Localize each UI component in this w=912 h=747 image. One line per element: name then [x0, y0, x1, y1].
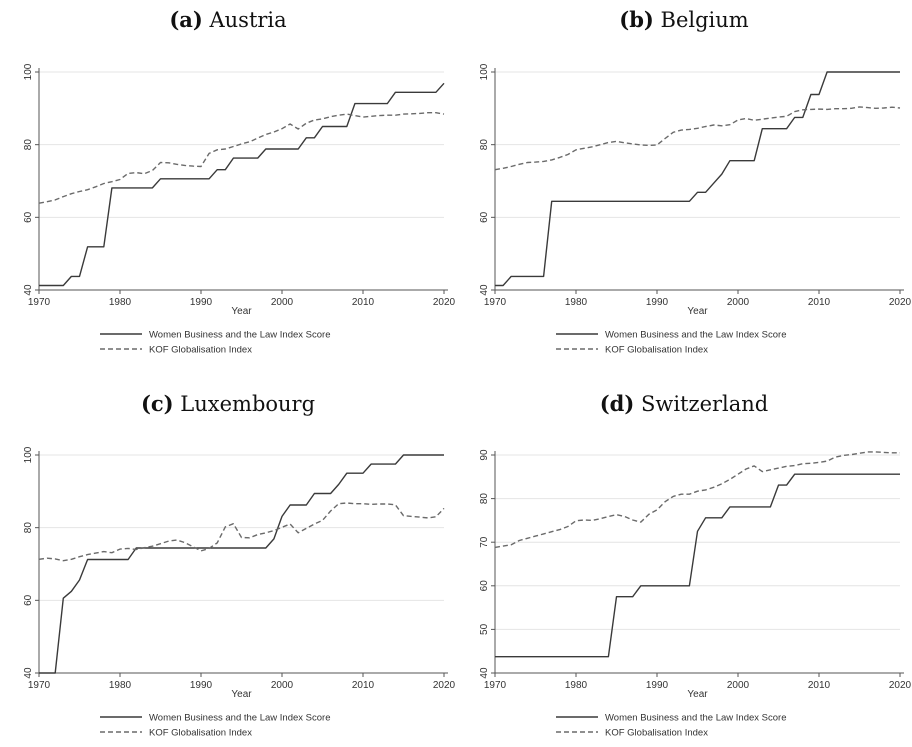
legend-label-1: Women Business and the Law Index Score — [605, 713, 786, 724]
panel-title: (c) Luxembourg — [0, 391, 456, 416]
x-tick-label: 1980 — [565, 680, 588, 691]
x-axis-label: Year — [231, 306, 252, 317]
panel-country: Luxembourg — [180, 392, 316, 416]
panel-country: Austria — [209, 8, 287, 32]
x-axis-label: Year — [231, 689, 252, 700]
x-tick-label: 1970 — [484, 297, 507, 308]
x-tick-label: 1970 — [28, 297, 51, 308]
panel-title: (b) Belgium — [456, 7, 912, 32]
panel-country: Switzerland — [640, 392, 769, 416]
panel-label: (c) — [140, 391, 174, 416]
x-tick-label: 1980 — [109, 297, 132, 308]
x-tick-label: 2020 — [433, 297, 456, 308]
panel-luxembourg: (c) Luxembourg 40 60 80 100 1970 1980 1990 2000… — [0, 373, 456, 747]
x-tick-label: 1990 — [646, 680, 669, 691]
y-tick-label: 40 — [23, 284, 34, 296]
x-tick-label: 2020 — [889, 680, 912, 691]
x-tick-label: 1990 — [190, 680, 213, 691]
series-line-1 — [495, 473, 900, 658]
series-line-2 — [38, 502, 445, 562]
chart-belgium: 40 60 80 100 1970 1980 1990 2000 2010 2020 Year Wom… — [479, 63, 912, 356]
y-tick-label: 60 — [23, 594, 34, 606]
panel-country: Belgium — [660, 8, 749, 32]
series-line-1 — [39, 454, 444, 674]
legend-label-2: KOF Globalisation Index — [605, 345, 708, 356]
panel-title: (a) Austria — [0, 7, 456, 32]
legend-label-1: Women Business and the Law Index Score — [605, 330, 786, 341]
x-tick-label: 2010 — [808, 297, 831, 308]
legend-label-1: Women Business and the Law Index Score — [149, 713, 330, 724]
y-tick-label: 40 — [479, 667, 490, 679]
x-tick-label: 1980 — [565, 297, 588, 308]
x-tick-label: 2000 — [727, 297, 750, 308]
panel-switzerland: (d) Switzerland 40 50 60 70 80 90 1970 1980 1990… — [456, 373, 912, 747]
series-line-1 — [495, 71, 900, 287]
legend-label-2: KOF Globalisation Index — [149, 345, 252, 356]
legend-label-2: KOF Globalisation Index — [149, 728, 252, 739]
panel-label: (d) — [599, 391, 635, 416]
x-tick-label: 1980 — [109, 680, 132, 691]
x-tick-label: 2020 — [889, 297, 912, 308]
panel-label: (a) — [169, 7, 203, 32]
x-tick-label: 2020 — [433, 680, 456, 691]
series-line-1 — [39, 82, 445, 287]
y-tick-label: 60 — [479, 211, 490, 223]
chart-luxembourg: 40 60 80 100 1970 1980 1990 2000 2010 2020 Year Wom… — [23, 446, 456, 739]
x-tick-label: 2000 — [271, 297, 294, 308]
legend-label-2: KOF Globalisation Index — [605, 728, 708, 739]
y-tick-label: 90 — [479, 449, 490, 461]
x-tick-label: 2010 — [352, 680, 375, 691]
x-tick-label: 1990 — [190, 297, 213, 308]
series-line-2 — [494, 106, 901, 171]
y-tick-label: 60 — [23, 211, 34, 223]
x-tick-label: 1990 — [646, 297, 669, 308]
y-tick-label: 40 — [479, 284, 490, 296]
x-tick-label: 2000 — [727, 680, 750, 691]
x-tick-label: 2010 — [352, 297, 375, 308]
chart-switzerland: 40 50 60 70 80 90 1970 1980 1990 2000 2010 2020 Year… — [479, 449, 912, 739]
x-axis-label: Year — [687, 689, 708, 700]
x-axis-label: Year — [687, 306, 708, 317]
y-tick-label: 80 — [23, 139, 34, 151]
legend-label-1: Women Business and the Law Index Score — [149, 330, 330, 341]
series-line-2 — [494, 451, 900, 549]
y-tick-label: 80 — [479, 493, 490, 505]
panel-label: (b) — [619, 7, 654, 32]
y-tick-label: 40 — [23, 667, 34, 679]
y-tick-label: 60 — [479, 580, 490, 592]
x-tick-label: 2000 — [271, 680, 294, 691]
chart-austria: 40 60 80 100 1970 1980 1990 2000 2010 2020 Year Wom… — [23, 63, 456, 356]
y-tick-label: 80 — [479, 139, 490, 151]
panel-austria: (a) Austria 40 60 80 100 1970 1980 1990 2000 201… — [0, 0, 456, 373]
y-tick-label: 100 — [23, 63, 34, 80]
panel-belgium: (b) Belgium 40 60 80 100 1970 1980 1990 2000 201… — [456, 0, 912, 373]
y-tick-label: 70 — [479, 536, 490, 548]
y-tick-label: 100 — [479, 63, 490, 80]
y-tick-label: 50 — [479, 623, 490, 635]
y-tick-label: 80 — [23, 522, 34, 534]
y-tick-label: 100 — [23, 446, 34, 463]
x-tick-label: 2010 — [808, 680, 831, 691]
panel-title: (d) Switzerland — [456, 391, 912, 416]
x-tick-label: 1970 — [484, 680, 507, 691]
x-tick-label: 1970 — [28, 680, 51, 691]
